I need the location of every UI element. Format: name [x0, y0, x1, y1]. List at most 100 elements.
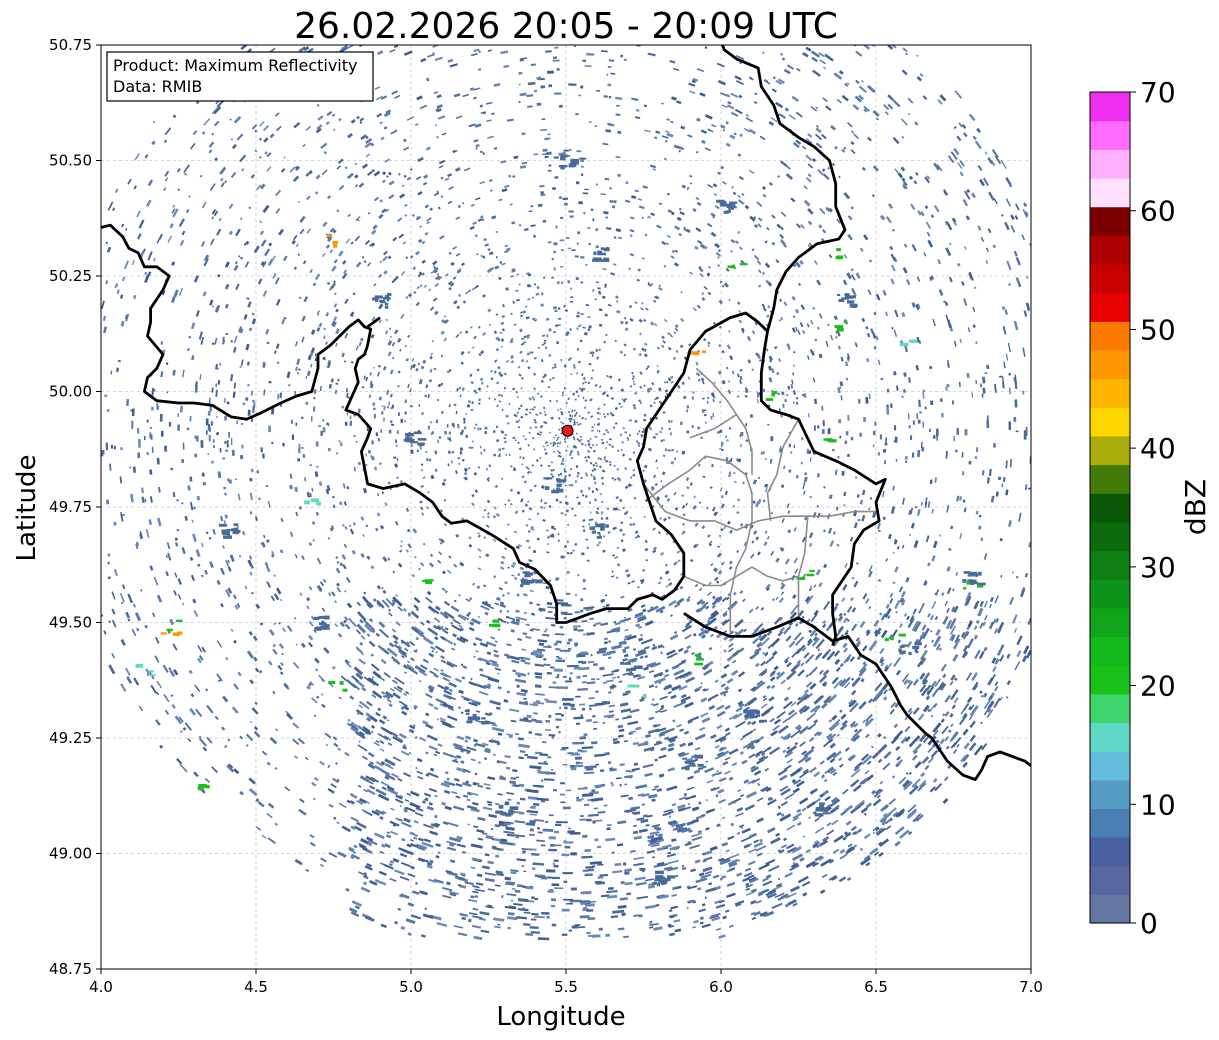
- echo-pixel: [587, 315, 591, 319]
- echo-pixel: [946, 566, 951, 572]
- echo-pixel: [507, 422, 510, 425]
- echo-pixel: [595, 228, 599, 232]
- echo-pixel: [490, 827, 494, 831]
- echo-pixel: [927, 239, 934, 248]
- echo-pixel: [413, 604, 419, 610]
- echo-pixel: [846, 272, 852, 280]
- echo-pixel: [304, 756, 309, 761]
- echo-pixel: [529, 833, 535, 837]
- echo-pixel: [293, 266, 298, 270]
- echo-pixel: [226, 401, 230, 405]
- echo-pixel: [485, 524, 490, 528]
- echo-pixel: [817, 326, 820, 330]
- echo-pixel: [932, 435, 936, 439]
- echo-pixel: [712, 321, 716, 325]
- echo-pixel: [289, 166, 296, 173]
- echo-pixel: [384, 330, 389, 335]
- echo-pixel: [447, 463, 450, 467]
- echo-pixel: [515, 289, 519, 292]
- echo-pixel: [194, 381, 198, 388]
- echo-pixel: [577, 231, 581, 235]
- echo-pixel: [580, 312, 584, 316]
- echo-pixel: [219, 166, 227, 175]
- echo-pixel: [763, 78, 769, 84]
- echo-pixel: [984, 614, 988, 621]
- echo-pixel: [336, 778, 340, 783]
- echo-pixel: [164, 170, 170, 177]
- echo-pixel: [404, 420, 406, 423]
- echo-pixel: [863, 417, 866, 422]
- echo-pixel: [579, 324, 582, 327]
- echo-pixel: [435, 419, 439, 424]
- echo-pixel: [562, 482, 565, 484]
- echo-pixel: [131, 628, 137, 637]
- echo-pixel: [708, 581, 712, 586]
- echo-pixel: [362, 661, 366, 665]
- echo-pixel: [478, 353, 482, 357]
- echo-pixel: [370, 333, 375, 339]
- echo-pixel: [559, 472, 563, 476]
- echo-pixel: [434, 124, 438, 127]
- echo-pixel: [250, 468, 254, 473]
- echo-pixel: [456, 269, 462, 274]
- echo-pixel: [778, 408, 781, 412]
- echo-pixel: [343, 619, 347, 624]
- echo-pixel: [553, 56, 557, 59]
- echo-pixel: [479, 427, 482, 430]
- echo-pixel: [670, 420, 673, 423]
- echo-pixel: [751, 330, 756, 335]
- echo-pixel: [241, 168, 245, 172]
- echo-pixel: [417, 837, 424, 842]
- echo-pixel: [958, 122, 963, 128]
- echo-pixel: [636, 432, 639, 436]
- echo-pixel: [288, 384, 291, 387]
- echo-pixel: [592, 715, 596, 718]
- echo-pixel: [403, 146, 410, 151]
- echo-pixel: [122, 584, 126, 590]
- echo-pixel: [814, 855, 823, 862]
- echo-pixel: [543, 421, 547, 424]
- echo-pixel: [581, 552, 585, 556]
- echo-pixel: [339, 501, 343, 506]
- echo-pixel: [750, 899, 757, 905]
- echo-pixel: [202, 481, 206, 486]
- echo-pixel: [1023, 645, 1030, 655]
- echo-pixel: [400, 418, 404, 423]
- echo-pixel: [764, 262, 771, 269]
- echo-pixel: [358, 740, 361, 743]
- echo-pixel: [153, 257, 156, 262]
- echo-pixel: [371, 316, 376, 322]
- echo-pixel: [563, 387, 566, 390]
- echo-pixel: [313, 397, 316, 400]
- echo-pixel: [583, 211, 586, 215]
- echo-pixel: [768, 182, 773, 186]
- echo-pixel: [833, 650, 841, 657]
- echo-pixel: [608, 640, 611, 643]
- echo-pixel: [425, 451, 428, 453]
- echo-pixel: [552, 862, 555, 865]
- echo-pixel: [655, 433, 659, 436]
- echo-pixel: [188, 195, 191, 198]
- echo-pixel: [132, 466, 137, 473]
- echo-pixel: [201, 472, 205, 477]
- echo-pixel: [609, 187, 613, 190]
- echo-pixel: [999, 375, 1003, 378]
- echo-pixel: [569, 357, 572, 360]
- echo-pixel: [267, 258, 274, 266]
- echo-pixel: [569, 300, 574, 303]
- echo-pixel: [945, 247, 952, 257]
- echo-pixel: [537, 827, 540, 830]
- echo-pixel: [382, 589, 387, 594]
- echo-pixel: [719, 447, 722, 450]
- echo-pixel: [567, 827, 571, 830]
- echo-pixel: [558, 428, 561, 431]
- echo-pixel: [230, 628, 234, 632]
- echo-pixel: [605, 129, 612, 133]
- echo-pixel: [585, 304, 590, 307]
- echo-pixel: [169, 223, 174, 229]
- echo-pixel: [341, 405, 345, 409]
- echo-pixel: [567, 247, 571, 250]
- echo-pixel: [210, 421, 214, 426]
- echo-pixel: [864, 770, 870, 775]
- echo-pixel: [737, 458, 742, 463]
